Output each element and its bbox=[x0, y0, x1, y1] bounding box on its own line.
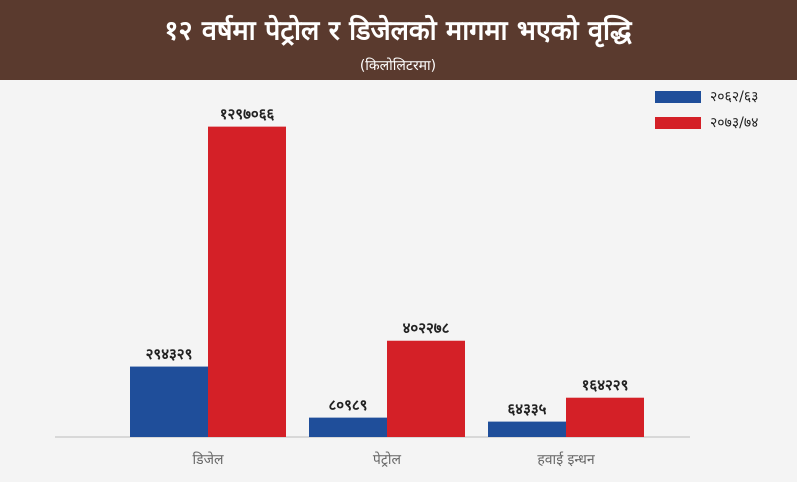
bar bbox=[130, 366, 208, 437]
value-label: ८०९८९ bbox=[328, 396, 367, 414]
value-label: ६४३३५ bbox=[507, 400, 546, 418]
chart-subtitle: (किलोलिटरमा) bbox=[360, 57, 436, 74]
bar bbox=[309, 417, 387, 437]
bar bbox=[488, 421, 566, 437]
value-label: १६४२२९ bbox=[582, 376, 629, 394]
legend-label: २०६२/६३ bbox=[710, 89, 758, 105]
bar bbox=[387, 340, 465, 437]
value-label: २९४३२९ bbox=[146, 345, 193, 363]
value-label: १२९७०६६ bbox=[220, 105, 275, 123]
value-label: ४०२२७८ bbox=[403, 319, 450, 337]
x-tick-label: पेट्रोल bbox=[373, 451, 402, 468]
legend-label: २०७३/७४ bbox=[710, 115, 758, 131]
x-tick-label: हवाई इन्धन bbox=[537, 451, 595, 468]
chart-title: १२ वर्षमा पेट्रोल र डिजेलको मागमा भएको व… bbox=[164, 15, 633, 48]
bar bbox=[208, 126, 286, 437]
bar bbox=[566, 397, 644, 437]
legend-swatch bbox=[655, 117, 701, 129]
legend-swatch bbox=[655, 91, 701, 103]
x-tick-label: डिजेल bbox=[193, 451, 225, 468]
header bbox=[0, 0, 797, 80]
